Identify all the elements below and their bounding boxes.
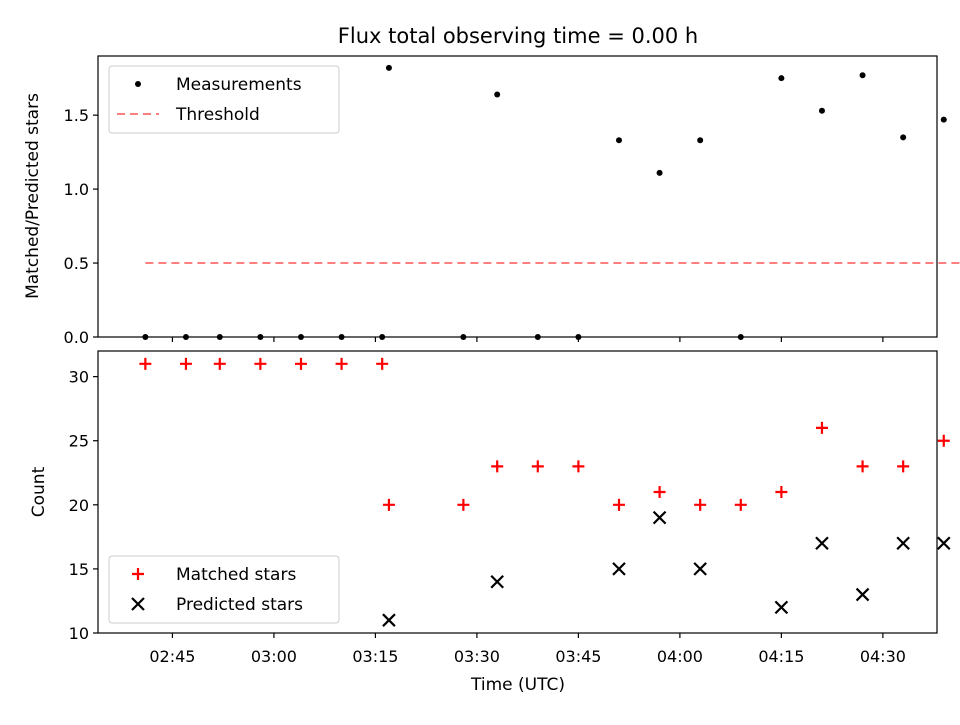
matched-star-point bbox=[294, 357, 307, 370]
bottom-y-tick-label: 30 bbox=[69, 368, 89, 387]
chart-title: Flux total observing time = 0.00 h bbox=[338, 24, 698, 48]
measurement-point bbox=[297, 334, 304, 340]
matched-star-point bbox=[775, 486, 788, 498]
matched-star-point bbox=[572, 460, 585, 473]
legend-measurements-marker bbox=[135, 81, 141, 87]
bottom-y-tick-label: 10 bbox=[69, 624, 89, 643]
matched-star-point bbox=[376, 357, 389, 370]
bottom-y-tick-label: 15 bbox=[69, 560, 89, 579]
measurement-point bbox=[460, 334, 467, 340]
x-tick-label: 04:30 bbox=[860, 647, 906, 666]
top-y-tick-label: 1.5 bbox=[64, 106, 89, 125]
measurement-point bbox=[615, 137, 622, 144]
matched-star-point bbox=[612, 498, 625, 511]
matched-star-point bbox=[254, 357, 267, 370]
x-tick-label: 03:30 bbox=[454, 647, 500, 666]
measurement-point bbox=[142, 334, 149, 340]
x-tick-label: 04:00 bbox=[657, 647, 703, 666]
top-axes-frame bbox=[97, 55, 938, 338]
matched-star-point bbox=[213, 357, 226, 370]
x-tick-label: 04:15 bbox=[758, 647, 804, 666]
predicted-star-point bbox=[382, 613, 396, 627]
top-y-tick-label: 0.0 bbox=[64, 328, 89, 347]
predicted-star-point bbox=[896, 536, 910, 551]
top-panel: 0.0 0.5 1.0 1.5 Measurements Threshold bbox=[64, 55, 960, 347]
measurement-point bbox=[379, 334, 386, 340]
legend-predicted-marker bbox=[131, 597, 145, 611]
measurement-point bbox=[182, 334, 189, 340]
measurement-point bbox=[385, 64, 392, 71]
matched-star-point bbox=[382, 498, 395, 511]
x-axis-label: Time (UTC) bbox=[470, 675, 565, 695]
predicted-star-point bbox=[652, 510, 667, 525]
matched-star-point bbox=[335, 357, 348, 370]
measurement-point bbox=[697, 137, 704, 144]
predicted-star-point bbox=[815, 536, 829, 551]
legend-entry-label: Predicted stars bbox=[176, 595, 303, 615]
bottom-y-tick-label: 20 bbox=[69, 496, 89, 515]
measurement-point bbox=[534, 334, 541, 340]
matched-star-point bbox=[897, 460, 910, 473]
measurement-point bbox=[338, 334, 345, 340]
x-tick-label: 03:45 bbox=[555, 647, 601, 666]
measurement-point bbox=[900, 134, 907, 141]
predicted-star-point bbox=[693, 562, 707, 576]
bottom-legend-box bbox=[108, 555, 340, 624]
legend-matched-marker bbox=[132, 568, 144, 580]
measurement-point bbox=[778, 75, 785, 82]
matched-star-point bbox=[531, 460, 544, 473]
matched-star-point bbox=[457, 498, 470, 511]
legend-entry-label: Threshold bbox=[175, 105, 260, 125]
top-y-tick-label: 1.0 bbox=[64, 180, 89, 199]
bottom-y-axis-label: Count bbox=[29, 466, 49, 517]
predicted-star-point bbox=[774, 600, 789, 615]
x-tick-label: 02:45 bbox=[149, 647, 195, 666]
matched-star-point bbox=[815, 421, 828, 434]
top-y-tick-label: 0.5 bbox=[64, 254, 89, 273]
measurement-point bbox=[257, 334, 264, 340]
top-legend-box bbox=[108, 65, 340, 134]
legend-entry-label: Matched stars bbox=[176, 565, 296, 585]
predicted-star-point bbox=[612, 562, 626, 576]
matched-star-point bbox=[856, 460, 869, 473]
measurement-point bbox=[818, 107, 825, 114]
x-tick-label: 03:15 bbox=[352, 647, 398, 666]
top-legend: Measurements Threshold bbox=[108, 65, 340, 134]
bottom-y-tick-label: 25 bbox=[69, 432, 89, 451]
matched-star-point bbox=[653, 486, 666, 498]
measurement-point bbox=[859, 72, 866, 79]
top-y-axis-label: Matched/Predicted stars bbox=[23, 93, 43, 299]
bottom-axes-frame bbox=[97, 350, 938, 634]
bottom-legend: Matched stars Predicted stars bbox=[108, 555, 340, 624]
predicted-star-point bbox=[490, 574, 504, 589]
matched-star-point bbox=[734, 498, 747, 511]
matched-star-point bbox=[179, 357, 192, 370]
matched-star-point bbox=[491, 460, 504, 473]
measurement-point bbox=[494, 91, 501, 98]
measurement-point bbox=[216, 334, 223, 340]
bottom-panel: 10 15 20 25 30 02:45 03:00 03:15 03:30 03:45 04:00… bbox=[69, 350, 951, 666]
measurement-point bbox=[940, 116, 947, 123]
legend-entry-label: Measurements bbox=[176, 75, 302, 95]
matched-star-point bbox=[139, 357, 152, 370]
measurement-point bbox=[575, 334, 582, 340]
measurement-point bbox=[656, 169, 663, 176]
predicted-star-point bbox=[936, 536, 951, 551]
x-tick-label: 03:00 bbox=[251, 647, 297, 666]
matched-star-point bbox=[937, 434, 950, 447]
measurement-point bbox=[737, 334, 744, 340]
matched-star-point bbox=[694, 498, 707, 511]
predicted-star-point bbox=[855, 587, 870, 602]
